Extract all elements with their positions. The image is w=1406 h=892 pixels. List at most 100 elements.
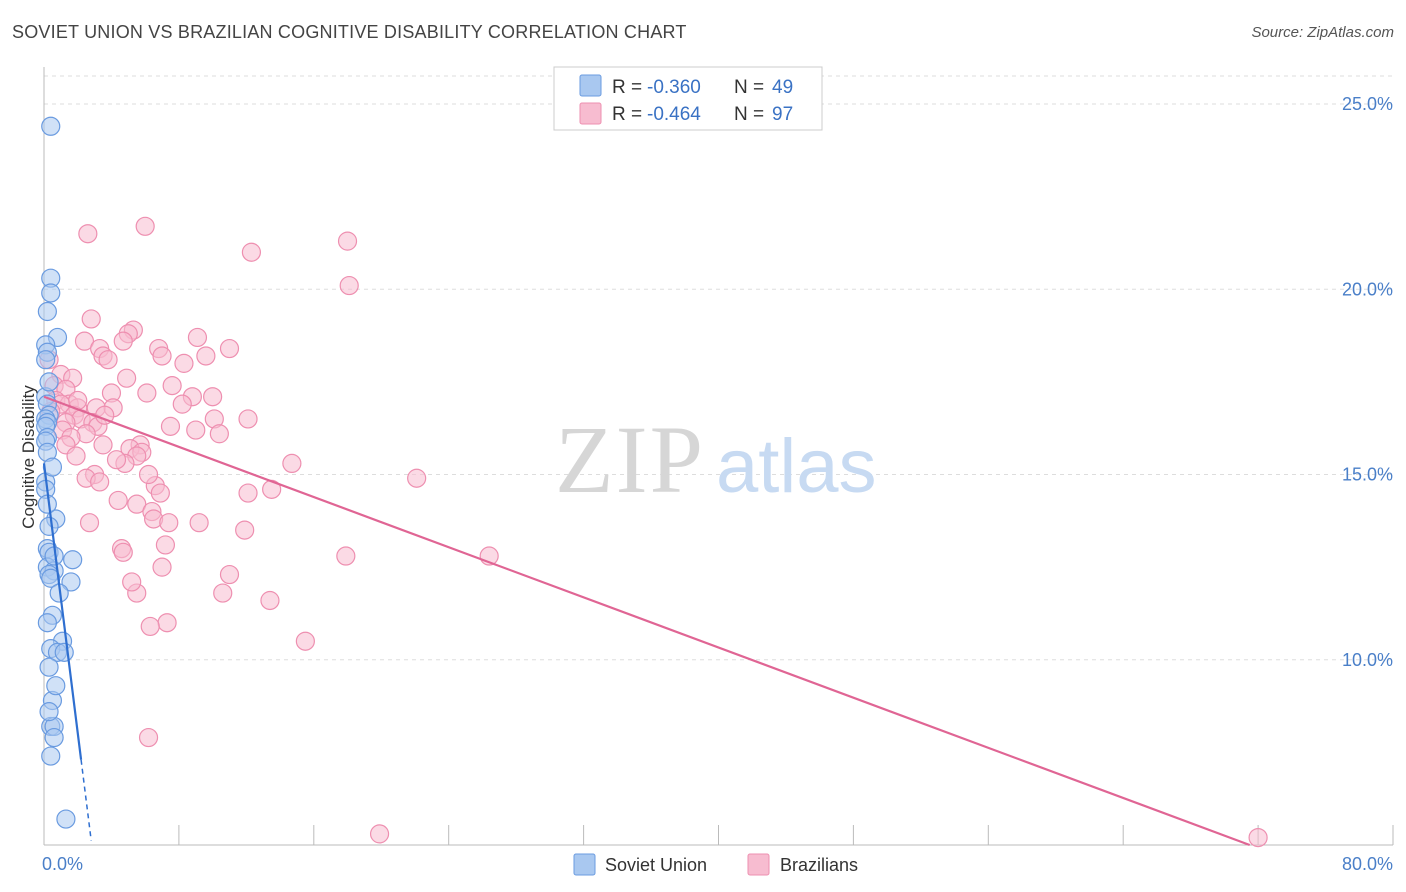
soviet-union-point — [61, 572, 81, 592]
soviet-union-point — [39, 702, 59, 722]
brazilians-point — [122, 572, 142, 592]
brazilians-point — [138, 464, 159, 485]
brazilians-point — [160, 416, 181, 436]
brazilians-point — [74, 331, 95, 351]
soviet-union-point — [36, 350, 56, 370]
soviet-union-point — [44, 727, 64, 748]
soviet-union-point — [46, 676, 66, 696]
soviet-union-point — [41, 746, 61, 766]
brazilians-point — [152, 557, 172, 577]
chart-title: SOVIET UNION VS BRAZILIAN COGNITIVE DISA… — [12, 22, 687, 42]
brazilians-point — [174, 353, 194, 373]
brazilians-point — [106, 450, 127, 470]
brazilians-point — [196, 346, 216, 366]
brazilians-point — [189, 513, 209, 533]
soviet-union-point — [56, 809, 76, 829]
legend-n-label-1: N = — [734, 77, 764, 98]
brazilians-point — [157, 613, 177, 633]
legend-swatch-soviet — [579, 74, 602, 97]
trend-lines — [42, 395, 1251, 847]
brazilians-point — [108, 490, 128, 511]
watermark-atlas: atlas — [716, 424, 877, 509]
brazilians-point — [203, 387, 223, 407]
brazilians-point — [219, 564, 240, 585]
brazilians-trend-line — [43, 395, 1251, 847]
legend-n-label-2: N = — [734, 104, 764, 125]
brazilians-point — [235, 520, 255, 540]
brazilians-point — [1248, 827, 1268, 848]
soviet-union-point — [37, 613, 57, 633]
brazilians-point — [238, 409, 258, 429]
brazilians-point — [260, 590, 280, 611]
watermark: ZIP atlas — [555, 406, 877, 513]
soviet-union-point — [54, 642, 74, 662]
legend-r-value-1: -0.360 — [647, 77, 701, 98]
soviet-union-point — [63, 550, 83, 570]
legend-n-value-1: 49 — [772, 77, 793, 98]
soviet-union-point — [41, 568, 61, 588]
brazilians-point — [186, 420, 206, 440]
grid-layer — [44, 75, 1393, 661]
bottom-legend: Soviet Union Brazilians — [573, 853, 858, 876]
legend-swatch-brazil — [579, 102, 602, 125]
brazilians-point — [336, 546, 356, 566]
brazilians-point — [81, 309, 101, 329]
y-tick-label: 15.0% — [1342, 465, 1393, 485]
brazilians-point — [159, 513, 179, 533]
brazilians-point — [137, 383, 157, 403]
y-tick-label: 20.0% — [1342, 279, 1393, 299]
bottom-legend-swatch-brazil — [747, 853, 770, 876]
brazilians-point — [172, 394, 192, 414]
brazilians-point — [282, 453, 302, 474]
bottom-legend-label-soviet: Soviet Union — [605, 855, 707, 875]
brazilians-point — [79, 513, 100, 533]
soviet-union-point — [39, 516, 59, 536]
soviet-union-points — [36, 116, 83, 829]
source-credit: Source: ZipAtlas.com — [1251, 24, 1394, 41]
soviet-union-point — [39, 657, 59, 677]
watermark-zip: ZIP — [555, 406, 705, 513]
brazilians-points — [39, 216, 1268, 848]
brazilians-point — [241, 242, 262, 262]
brazilians-point — [238, 483, 258, 503]
brazilians-point — [135, 216, 155, 236]
brazilians-point — [407, 468, 427, 488]
brazilians-point — [127, 494, 147, 514]
y-axis-title: Cognitive Disability — [19, 385, 38, 529]
y-tick-label: 10.0% — [1342, 650, 1393, 670]
brazilians-point — [369, 824, 390, 844]
brazilians-point — [113, 331, 133, 351]
brazilians-point — [78, 224, 98, 244]
brazilians-point — [187, 327, 208, 348]
brazilians-point — [209, 424, 229, 444]
soviet-union-point — [41, 116, 61, 136]
legend-r-label-2: R = — [612, 104, 642, 125]
brazilians-point — [113, 542, 133, 562]
legend-r-value-2: -0.464 — [647, 104, 701, 125]
x-tick-label-max: 80.0% — [1342, 854, 1393, 874]
brazilians-point — [337, 231, 358, 251]
brazilians-point — [155, 535, 176, 555]
y-tick-labels: 10.0% 15.0% 20.0% 25.0% — [1342, 94, 1393, 670]
brazilians-point — [140, 616, 160, 637]
brazilians-point — [98, 350, 118, 370]
x-tick-label-min: 0.0% — [42, 854, 83, 874]
brazilians-point — [90, 472, 110, 492]
legend-r-label-1: R = — [612, 77, 642, 98]
brazilians-point — [117, 368, 137, 388]
legend: R = -0.360 N = 49 R = -0.464 N = 97 — [553, 66, 823, 131]
soviet-union-trend-line — [42, 463, 83, 760]
soviet-union-point — [37, 301, 57, 322]
brazilians-point — [339, 275, 359, 296]
brazilians-point — [162, 376, 182, 396]
brazilians-point — [213, 583, 233, 603]
brazilians-point — [152, 346, 172, 366]
brazilians-point — [93, 435, 113, 455]
bottom-legend-swatch-soviet — [573, 853, 596, 876]
bottom-legend-label-brazil: Brazilians — [780, 855, 858, 875]
y-tick-label: 25.0% — [1342, 94, 1393, 114]
legend-n-value-2: 97 — [772, 104, 793, 125]
brazilians-point — [150, 483, 170, 503]
axes-layer — [43, 67, 1394, 846]
